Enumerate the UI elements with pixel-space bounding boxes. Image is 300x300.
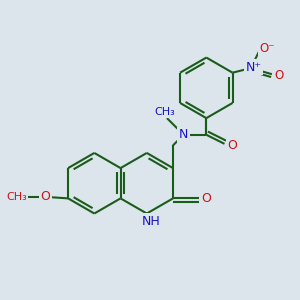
Text: O: O: [40, 190, 50, 202]
Text: N⁺: N⁺: [246, 61, 262, 74]
Text: CH₃: CH₃: [6, 192, 27, 202]
Text: O: O: [275, 68, 284, 82]
Text: O⁻: O⁻: [260, 42, 275, 55]
Text: N: N: [179, 128, 188, 141]
Text: NH: NH: [142, 214, 160, 228]
Text: O: O: [227, 139, 237, 152]
Text: CH₃: CH₃: [154, 107, 175, 117]
Text: O: O: [201, 192, 211, 205]
